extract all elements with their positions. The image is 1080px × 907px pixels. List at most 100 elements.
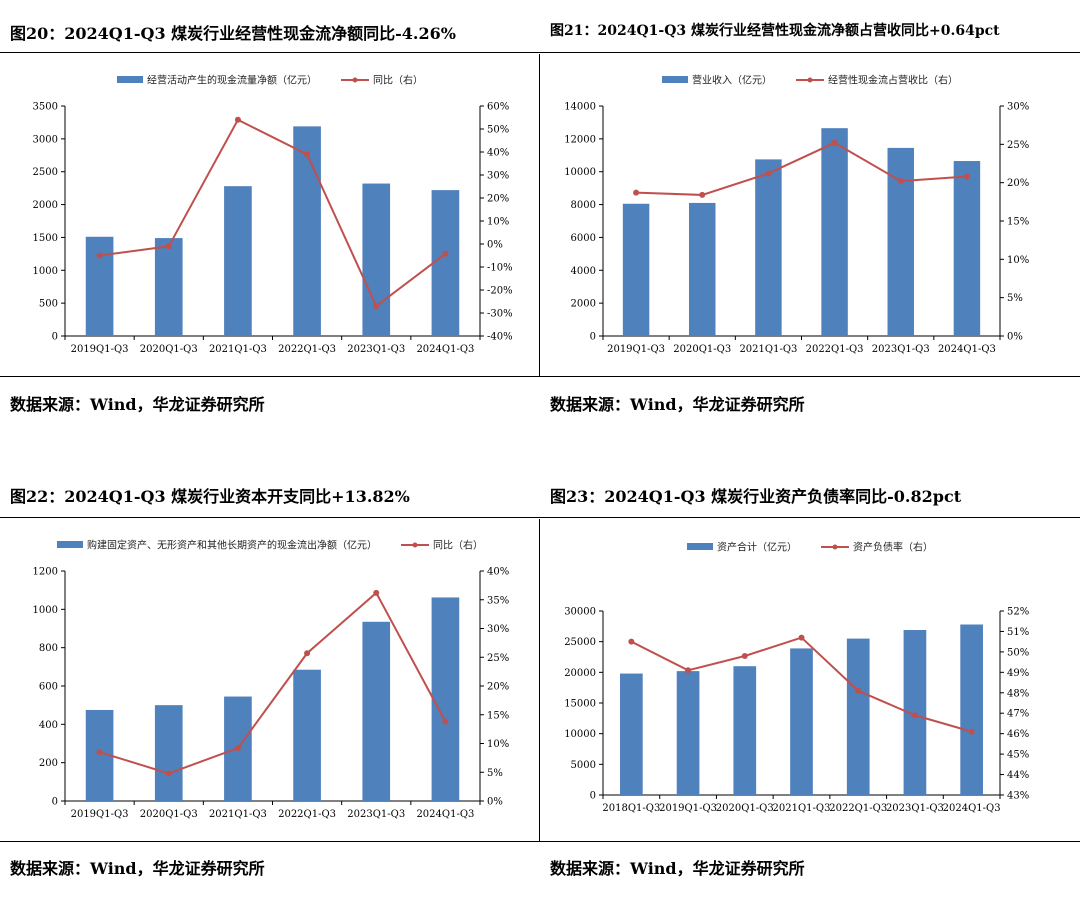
y-tick-label-left: 600 bbox=[39, 682, 58, 693]
y-tick-label-right: 40% bbox=[487, 148, 509, 159]
y-tick-label-right: 49% bbox=[1007, 668, 1029, 679]
y-tick-label-left: 2000 bbox=[33, 200, 58, 211]
line-point bbox=[911, 712, 918, 719]
y-tick-label-right: 20% bbox=[487, 682, 509, 693]
line-point bbox=[373, 589, 380, 596]
y-tick-label-left: 800 bbox=[39, 643, 58, 654]
x-tick-label: 2019Q1-Q3 bbox=[607, 344, 665, 355]
chart-title: 图20：2024Q1-Q3 煤炭行业经营性现金流净额同比-4.26% bbox=[10, 24, 456, 43]
line-point bbox=[165, 770, 172, 777]
bar bbox=[755, 159, 782, 336]
y-tick-label-left: 500 bbox=[39, 299, 58, 310]
y-tick-label-left: 4000 bbox=[571, 266, 596, 277]
y-tick-label-right: 51% bbox=[1007, 627, 1029, 638]
y-tick-label-right: 50% bbox=[487, 125, 509, 136]
y-tick-label-left: 2000 bbox=[571, 299, 596, 310]
bar bbox=[154, 238, 183, 336]
bar bbox=[362, 621, 391, 801]
legend-line-marker bbox=[832, 544, 838, 550]
y-tick-label-right: 60% bbox=[487, 102, 509, 113]
chart-source: 数据来源：Wind，华龙证券研究所 bbox=[10, 395, 265, 414]
legend-bar-swatch bbox=[117, 76, 143, 83]
y-tick-label-right: -30% bbox=[487, 309, 513, 320]
legend-label-line: 资产负债率（右） bbox=[853, 541, 933, 554]
bar bbox=[154, 705, 183, 801]
legend-label-bar: 经营活动产生的现金流量净额（亿元） bbox=[147, 74, 317, 87]
y-tick-label-left: 1000 bbox=[33, 266, 58, 277]
y-tick-label-left: 30000 bbox=[564, 607, 596, 618]
y-tick-label-left: 0 bbox=[590, 791, 596, 802]
y-tick-label-left: 0 bbox=[590, 332, 596, 343]
y-tick-label-right: 0% bbox=[487, 240, 503, 251]
bar bbox=[733, 666, 757, 795]
x-tick-label: 2023Q1-Q3 bbox=[886, 803, 944, 814]
bar bbox=[431, 190, 460, 336]
y-tick-label-right: 50% bbox=[1007, 647, 1029, 658]
series-line bbox=[636, 141, 967, 196]
legend-bar-swatch bbox=[687, 543, 713, 550]
line-point bbox=[831, 139, 838, 146]
bar bbox=[622, 203, 650, 336]
chart-panel-23: 图23：2024Q1-Q3 煤炭行业资产负债率同比-0.82pct 资产合计（亿… bbox=[540, 465, 1080, 905]
x-tick-label: 2023Q1-Q3 bbox=[872, 344, 930, 355]
legend-label-bar: 资产合计（亿元） bbox=[717, 541, 797, 554]
line-point bbox=[897, 178, 904, 185]
y-tick-label-right: 45% bbox=[1007, 750, 1029, 761]
y-tick-label-left: 10000 bbox=[564, 729, 596, 740]
chart-20-plot: 经营活动产生的现金流量净额（亿元） 同比（右） 0 500 1000 1500 2000 25… bbox=[33, 74, 513, 356]
y-tick-label-right: 46% bbox=[1007, 729, 1029, 740]
line-point bbox=[741, 652, 748, 659]
y-tick-label-right: 25% bbox=[1007, 140, 1029, 151]
y-tick-label-left: 8000 bbox=[571, 200, 596, 211]
series-line bbox=[99, 118, 447, 308]
line-point bbox=[442, 718, 449, 725]
legend-label-bar: 购建固定资产、无形资产和其他长期资产的现金流出净额（亿元） bbox=[87, 539, 377, 552]
y-tick-label-right: 43% bbox=[1007, 791, 1029, 802]
x-tick-label: 2021Q1-Q3 bbox=[209, 344, 267, 355]
line-point bbox=[968, 728, 975, 735]
y-tick-label-right: 52% bbox=[1007, 607, 1029, 618]
y-tick-label-left: 6000 bbox=[571, 233, 596, 244]
x-tick-label: 2022Q1-Q3 bbox=[806, 344, 864, 355]
y-tick-label-left: 12000 bbox=[564, 134, 596, 145]
chart-title: 图23：2024Q1-Q3 煤炭行业资产负债率同比-0.82pct bbox=[550, 487, 962, 506]
line-point bbox=[304, 650, 311, 657]
y-tick-label-left: 1500 bbox=[33, 233, 58, 244]
x-tick-label: 2022Q1-Q3 bbox=[829, 803, 887, 814]
legend-label-line: 经营性现金流占营收比（右） bbox=[828, 74, 958, 87]
bar bbox=[953, 161, 981, 336]
chart-23-plot: 资产合计（亿元） 资产负债率（右） 0 5000 10000 15000 20000 2500… bbox=[564, 541, 1029, 815]
x-tick-label: 2020Q1-Q3 bbox=[140, 344, 198, 355]
y-tick-label-left: 15000 bbox=[564, 699, 596, 710]
line-point bbox=[234, 116, 241, 123]
y-tick-label-right: 0% bbox=[1007, 332, 1023, 343]
bar bbox=[362, 183, 391, 336]
y-tick-label-right: 5% bbox=[487, 768, 503, 779]
bar bbox=[821, 128, 848, 336]
x-tick-label: 2021Q1-Q3 bbox=[739, 344, 797, 355]
legend-label-line: 同比（右） bbox=[433, 539, 483, 552]
x-tick-label: 2019Q1-Q3 bbox=[659, 803, 717, 814]
y-tick-label-right: 25% bbox=[487, 653, 509, 664]
bar bbox=[960, 624, 983, 795]
y-tick-label-left: 1200 bbox=[33, 567, 58, 578]
y-tick-label-left: 5000 bbox=[571, 760, 596, 771]
x-tick-label: 2020Q1-Q3 bbox=[140, 809, 198, 820]
y-tick-label-left: 25000 bbox=[564, 637, 596, 648]
y-tick-label-right: 0% bbox=[487, 797, 503, 808]
x-tick-label: 2024Q1-Q3 bbox=[416, 344, 474, 355]
x-tick-label: 2021Q1-Q3 bbox=[773, 803, 831, 814]
y-tick-label-left: 3000 bbox=[33, 134, 58, 145]
legend-line-marker bbox=[412, 542, 418, 548]
y-tick-label-right: 30% bbox=[487, 624, 509, 635]
y-tick-label-right: 30% bbox=[487, 171, 509, 182]
y-tick-label-left: 14000 bbox=[564, 102, 596, 113]
y-tick-label-right: 20% bbox=[487, 194, 509, 205]
line-point bbox=[628, 638, 635, 645]
x-tick-label: 2022Q1-Q3 bbox=[278, 344, 336, 355]
x-tick-label: 2023Q1-Q3 bbox=[347, 809, 405, 820]
y-tick-label-right: 10% bbox=[1007, 255, 1029, 266]
y-tick-label-left: 2500 bbox=[33, 167, 58, 178]
line-point bbox=[685, 667, 692, 674]
y-tick-label-right: 30% bbox=[1007, 102, 1029, 113]
